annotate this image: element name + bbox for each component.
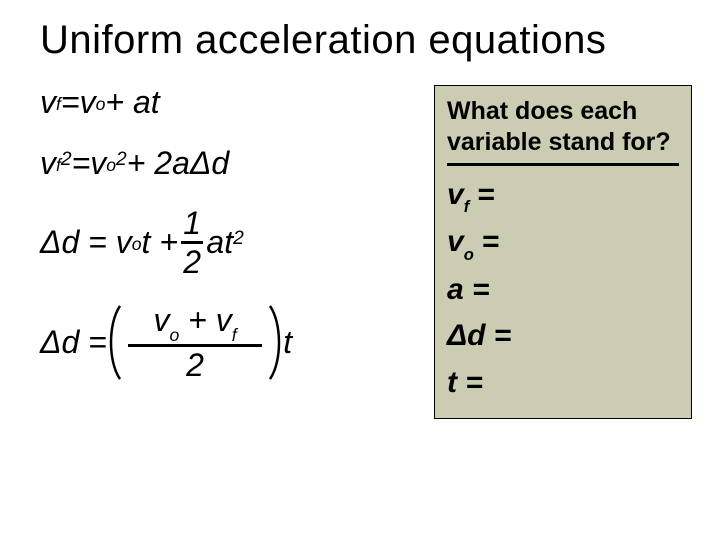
eq3-at: at [206, 225, 233, 260]
equation-1: vf = vo + at [40, 85, 414, 120]
eq2-tail: + 2aΔd [127, 146, 229, 181]
vo-eq: = [474, 225, 500, 258]
a-text: a = [447, 273, 490, 306]
eq1-sub-f: f [56, 95, 61, 114]
box-divider [447, 163, 679, 166]
eq2-sup-2b: 2 [116, 149, 127, 170]
vo-v: v [447, 225, 464, 258]
eq1-v: v [40, 85, 56, 120]
eq4-den: 2 [186, 349, 204, 381]
var-vo: vo = [447, 219, 679, 267]
box-q-l2: variable stand for? [447, 128, 671, 156]
equation-4: Δd = vo + vf 2 t [40, 304, 414, 381]
eq2-sub-o: o [106, 156, 116, 175]
variable-box: What does each variable stand for? vf = … [434, 85, 692, 419]
eq3-t-plus: t + [142, 225, 178, 260]
eq2-v2: v [90, 146, 106, 181]
t-text: t = [447, 366, 483, 399]
slide: Uniform acceleration equations vf = vo +… [0, 0, 720, 540]
eq4-sub-o: o [169, 325, 179, 345]
eq3-lead: Δd = v [40, 225, 132, 260]
eq3-num: 1 [183, 207, 201, 239]
eq3-sub-o: o [132, 235, 142, 254]
eq3-den: 2 [183, 246, 201, 278]
eq1-v2: v [80, 85, 96, 120]
eq4-t: t [283, 325, 292, 360]
var-dd: Δd = [447, 313, 679, 360]
dd-text: Δd = [447, 319, 511, 352]
eq3-fraction: 1 2 [181, 207, 203, 278]
vf-eq: = [469, 178, 495, 211]
equations-column: vf = vo + at vf2 = vo2 + 2aΔd Δd = vot +… [40, 85, 414, 419]
eq4-num: vo + vf [153, 304, 236, 342]
content-row: vf = vo + at vf2 = vo2 + 2aΔd Δd = vot +… [40, 85, 692, 419]
var-vf: vf = [447, 172, 679, 220]
equation-3: Δd = vot + 1 2 at2 [40, 207, 414, 278]
vf-sub: f [464, 198, 470, 216]
eq4-parentheses: vo + vf 2 [107, 304, 283, 381]
page-title: Uniform acceleration equations [40, 18, 692, 63]
eq3-sq: 2 [233, 228, 244, 249]
eq4-lead: Δd = [40, 325, 107, 360]
eq2-eq: = [72, 146, 91, 181]
var-t: t = [447, 360, 679, 407]
box-q-l1: What does each [447, 97, 637, 125]
vo-sub: o [464, 246, 474, 264]
box-question: What does each variable stand for? [447, 96, 679, 159]
equation-2: vf2 = vo2 + 2aΔd [40, 146, 414, 181]
box-vars: vf = vo = a = Δd = t = [447, 172, 679, 407]
vf-v: v [447, 178, 464, 211]
eq2-sup-2a: 2 [61, 149, 72, 170]
eq4-sub-f: f [232, 325, 237, 345]
left-paren-icon [107, 304, 123, 381]
eq1-tail: + at [105, 85, 159, 120]
var-a: a = [447, 267, 679, 314]
eq1-sub-o: o [96, 95, 106, 114]
eq4-plus-v: + v [179, 302, 231, 338]
eq4-v1: v [153, 302, 169, 338]
right-paren-icon [267, 304, 283, 381]
eq1-eq: = [61, 85, 80, 120]
eq4-fraction: vo + vf 2 [128, 304, 262, 381]
eq2-v: v [40, 146, 56, 181]
